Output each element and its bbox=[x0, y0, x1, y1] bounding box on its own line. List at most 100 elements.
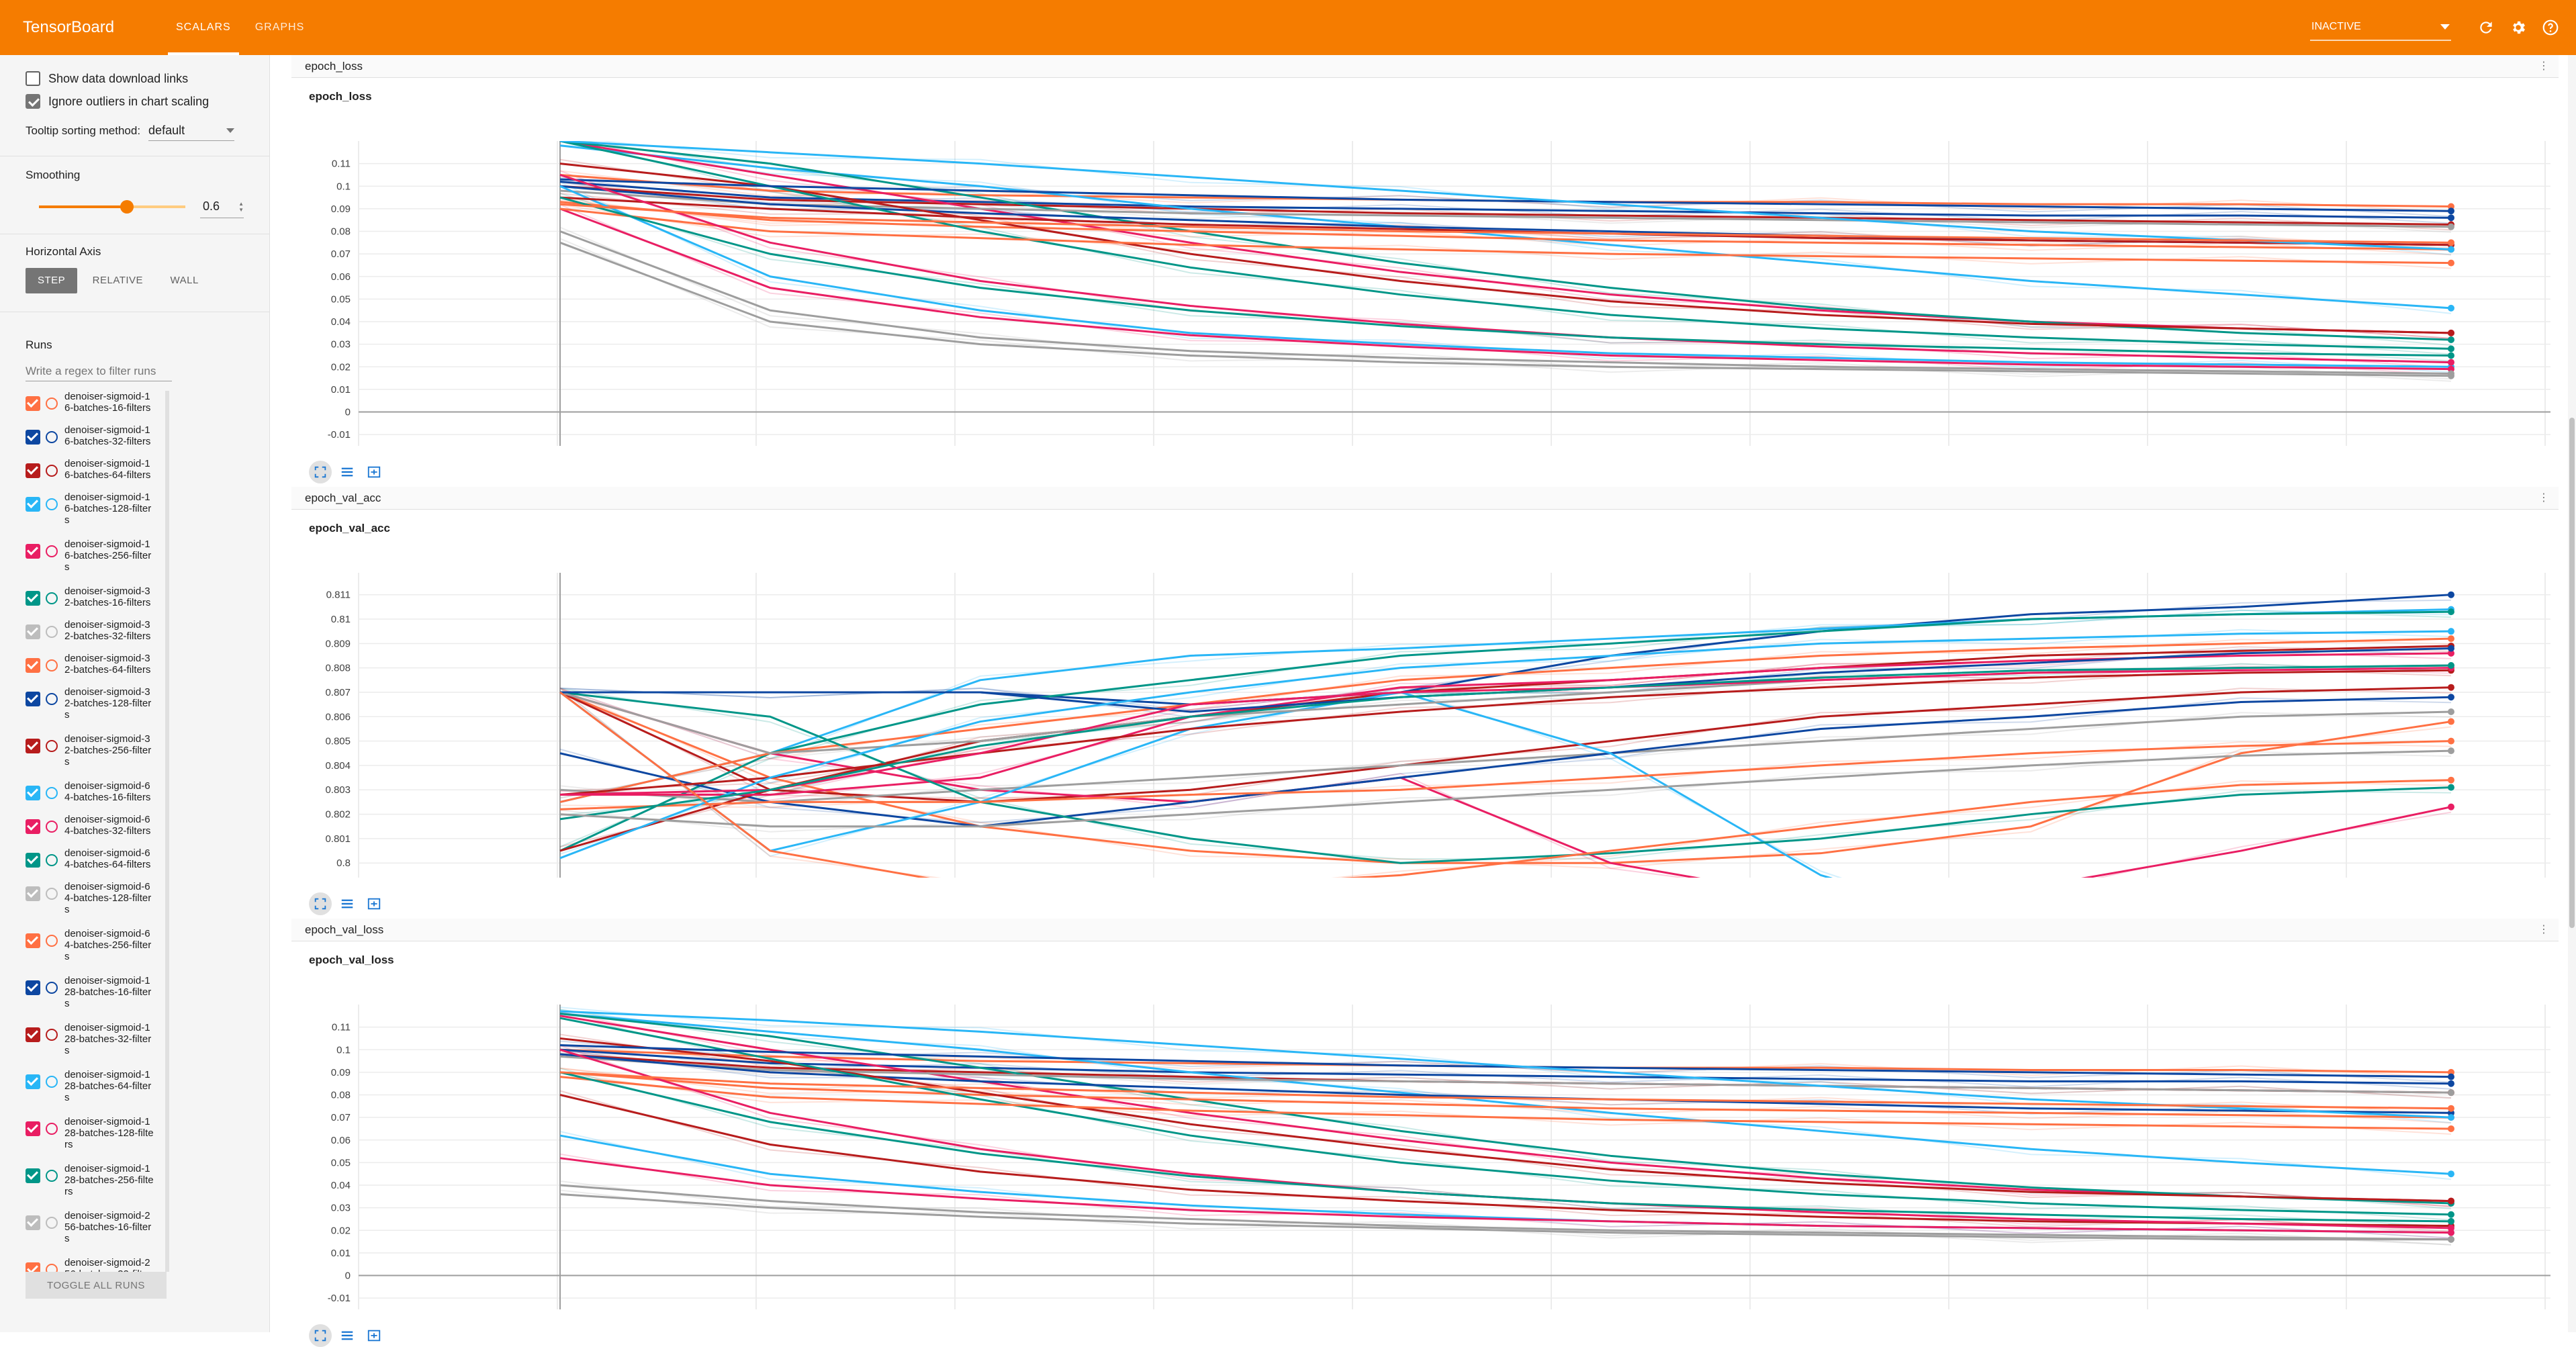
series-end-point[interactable] bbox=[2448, 345, 2454, 353]
tab-graphs[interactable]: GRAPHS bbox=[255, 21, 305, 33]
series-line[interactable] bbox=[559, 1076, 2452, 1130]
run-item[interactable]: denoiser-sigmoid-1 6-batches-16-filters bbox=[26, 391, 169, 414]
more-vert-icon[interactable]: ⋮ bbox=[2538, 492, 2549, 504]
series-line[interactable] bbox=[559, 196, 2452, 357]
series-line[interactable] bbox=[559, 230, 2452, 375]
series-line[interactable] bbox=[559, 1071, 2452, 1223]
series-line[interactable] bbox=[559, 241, 2452, 377]
run-color-picker[interactable] bbox=[46, 740, 58, 752]
run-checkbox[interactable] bbox=[26, 463, 40, 478]
run-color-picker[interactable] bbox=[46, 659, 58, 671]
series-end-point[interactable] bbox=[2448, 1236, 2454, 1243]
run-item[interactable]: denoiser-sigmoid-1 28-batches-256-filte rs bbox=[26, 1163, 169, 1197]
main-scrollbar-thumb[interactable] bbox=[2569, 418, 2575, 928]
run-checkbox[interactable] bbox=[26, 544, 40, 559]
runs-scrollbar[interactable] bbox=[165, 391, 169, 1272]
series-end-point[interactable] bbox=[2448, 1224, 2454, 1232]
series-line[interactable] bbox=[559, 1015, 2452, 1203]
smoothing-slider[interactable] bbox=[39, 200, 185, 214]
run-item[interactable]: denoiser-sigmoid-1 6-batches-64-filters bbox=[26, 458, 169, 481]
series-line[interactable] bbox=[559, 664, 2452, 821]
series-end-point[interactable] bbox=[2448, 803, 2454, 810]
run-item[interactable]: denoiser-sigmoid-3 2-batches-128-filter s bbox=[26, 686, 169, 721]
series-end-point[interactable] bbox=[2448, 649, 2454, 657]
run-color-picker[interactable] bbox=[46, 982, 58, 994]
series-end-point[interactable] bbox=[2448, 246, 2454, 253]
series-end-point[interactable] bbox=[2448, 1073, 2454, 1080]
run-color-picker[interactable] bbox=[46, 398, 58, 410]
run-checkbox[interactable] bbox=[26, 692, 40, 706]
more-vert-icon[interactable]: ⋮ bbox=[2538, 60, 2549, 72]
axis-step-button[interactable]: STEP bbox=[26, 268, 78, 293]
series-end-point[interactable] bbox=[2448, 304, 2454, 312]
series-line[interactable] bbox=[559, 196, 2452, 246]
run-color-picker[interactable] bbox=[46, 1217, 58, 1229]
run-color-picker[interactable] bbox=[46, 1123, 58, 1135]
run-item[interactable]: denoiser-sigmoid-6 4-batches-128-filter s bbox=[26, 881, 169, 915]
series-end-point[interactable] bbox=[2448, 1105, 2454, 1112]
series-line[interactable] bbox=[559, 749, 2452, 828]
ignore-outliers-checkbox[interactable] bbox=[26, 94, 40, 109]
run-checkbox[interactable] bbox=[26, 591, 40, 606]
category-header[interactable]: epoch_val_loss ⋮ bbox=[291, 919, 2559, 941]
series-end-point[interactable] bbox=[2448, 1211, 2454, 1218]
series-end-point[interactable] bbox=[2448, 352, 2454, 359]
run-color-picker[interactable] bbox=[46, 888, 58, 900]
series-line[interactable] bbox=[559, 207, 2452, 265]
run-item[interactable]: denoiser-sigmoid-6 4-batches-32-filters bbox=[26, 814, 169, 837]
series-end-point[interactable] bbox=[2448, 662, 2454, 669]
series-line[interactable] bbox=[559, 1010, 2452, 1119]
series-line[interactable] bbox=[559, 141, 2452, 250]
run-color-picker[interactable] bbox=[46, 431, 58, 443]
run-item[interactable]: denoiser-sigmoid-6 4-batches-16-filters bbox=[26, 780, 169, 803]
series-end-point[interactable] bbox=[2448, 635, 2454, 643]
series-end-point[interactable] bbox=[2448, 372, 2454, 379]
series-end-point[interactable] bbox=[2448, 214, 2454, 222]
run-color-picker[interactable] bbox=[46, 787, 58, 799]
tab-scalars[interactable]: SCALARS bbox=[164, 0, 243, 55]
series-end-point[interactable] bbox=[2448, 259, 2454, 267]
run-status-select[interactable]: INACTIVE bbox=[2310, 14, 2451, 41]
series-line[interactable] bbox=[559, 1012, 2452, 1175]
run-color-picker[interactable] bbox=[46, 854, 58, 866]
series-line[interactable] bbox=[559, 1017, 2452, 1216]
show-download-links-checkbox[interactable] bbox=[26, 71, 40, 86]
series-end-point[interactable] bbox=[2448, 223, 2454, 230]
series-line[interactable] bbox=[559, 162, 2452, 334]
toggle-all-runs-button[interactable]: TOGGLE ALL RUNS bbox=[26, 1272, 167, 1299]
fit-domain-button[interactable] bbox=[363, 1324, 385, 1347]
run-item[interactable]: denoiser-sigmoid-2 56-batches-16-filter s bbox=[26, 1210, 169, 1244]
series-line[interactable] bbox=[559, 1193, 2451, 1241]
series-line[interactable] bbox=[559, 174, 2452, 364]
run-item[interactable]: denoiser-sigmoid-1 28-batches-32-filter s bbox=[26, 1022, 169, 1056]
series-end-point[interactable] bbox=[2448, 628, 2454, 635]
category-header[interactable]: epoch_val_acc ⋮ bbox=[291, 487, 2559, 510]
series-line[interactable] bbox=[559, 1012, 2452, 1205]
run-item[interactable]: denoiser-sigmoid-1 6-batches-32-filters bbox=[26, 424, 169, 447]
series-end-point[interactable] bbox=[2448, 336, 2454, 343]
expand-chart-button[interactable] bbox=[309, 1324, 332, 1347]
series-line[interactable] bbox=[559, 1037, 2452, 1203]
run-checkbox[interactable] bbox=[26, 1027, 40, 1042]
run-checkbox[interactable] bbox=[26, 396, 40, 411]
series-end-point[interactable] bbox=[2448, 694, 2454, 701]
ignore-outliers-row[interactable]: Ignore outliers in chart scaling bbox=[26, 90, 244, 113]
run-color-picker[interactable] bbox=[46, 465, 58, 477]
run-checkbox[interactable] bbox=[26, 1168, 40, 1183]
toggle-log-scale-button[interactable] bbox=[336, 892, 359, 915]
run-item[interactable]: denoiser-sigmoid-3 2-batches-32-filters bbox=[26, 619, 169, 642]
series-line[interactable] bbox=[559, 696, 2452, 828]
series-line[interactable] bbox=[559, 664, 2452, 755]
expand-chart-button[interactable] bbox=[309, 892, 332, 915]
tooltip-sorting-select[interactable]: default bbox=[148, 121, 235, 141]
run-item[interactable]: denoiser-sigmoid-6 4-batches-64-filters bbox=[26, 847, 169, 870]
series-end-point[interactable] bbox=[2448, 1114, 2454, 1121]
series-line[interactable] bbox=[559, 1157, 2452, 1234]
run-item[interactable]: denoiser-sigmoid-3 2-batches-256-filter s bbox=[26, 733, 169, 768]
run-color-picker[interactable] bbox=[46, 1264, 58, 1272]
run-color-picker[interactable] bbox=[46, 592, 58, 604]
help-button[interactable] bbox=[2534, 11, 2567, 44]
runs-filter-input[interactable]: Write a regex to filter runs bbox=[26, 361, 172, 381]
series-end-point[interactable] bbox=[2448, 1217, 2454, 1225]
run-checkbox[interactable] bbox=[26, 853, 40, 868]
